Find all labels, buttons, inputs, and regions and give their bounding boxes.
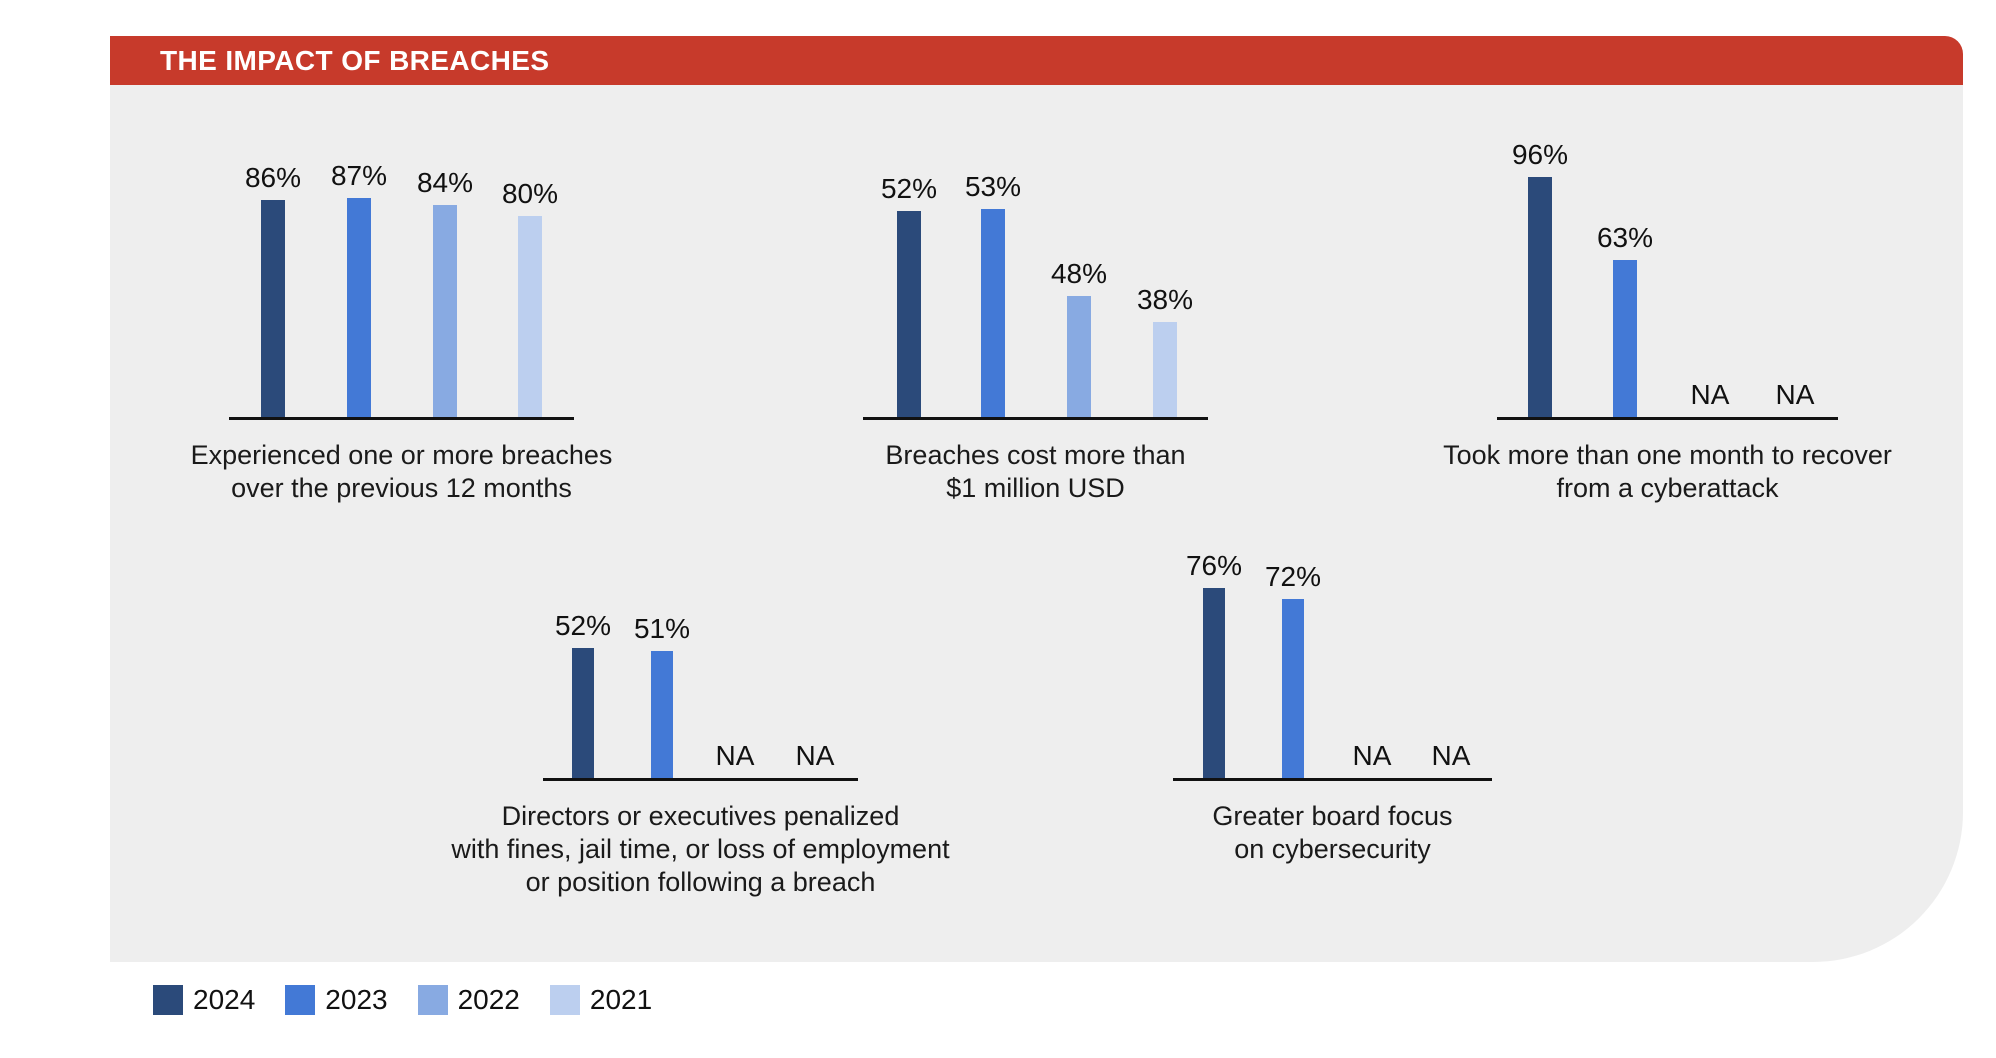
- x-axis-line: [543, 778, 858, 781]
- na-value-label: NA: [1775, 379, 1815, 410]
- section-title: THE IMPACT OF BREACHES: [160, 44, 550, 76]
- chart-caption: Experienced one or more breaches over the…: [52, 439, 752, 505]
- bar-value-label: 72%: [1264, 561, 1322, 592]
- chart-caption-line: $1 million USD: [946, 473, 1125, 503]
- legend-label-2023: 2023: [325, 984, 388, 1015]
- na-value-label: NA: [1690, 379, 1730, 410]
- bar-2023: [1613, 260, 1637, 417]
- legend-item-2021: 2021: [549, 984, 653, 1016]
- na-value-label: NA: [1352, 740, 1392, 771]
- chart-caption-line: with fines, jail time, or loss of employ…: [451, 834, 950, 864]
- chart-caption-line: from a cyberattack: [1556, 473, 1779, 503]
- bar-value-label: 53%: [964, 171, 1022, 202]
- chart-caption: Breaches cost more than $1 million USD: [686, 439, 1386, 505]
- chart-caption-line: on cybersecurity: [1234, 834, 1431, 864]
- na-value-label: NA: [1431, 740, 1471, 771]
- bar-2021: [1153, 322, 1177, 417]
- bar-2023: [1282, 599, 1304, 778]
- legend-swatch-2024: [153, 985, 183, 1015]
- legend-swatch-2022: [417, 985, 448, 1015]
- legend-item-2022: 2022: [417, 984, 520, 1016]
- chart-caption-line: Greater board focus: [1212, 801, 1453, 831]
- x-axis-line: [863, 417, 1208, 420]
- bar-value-label: 84%: [416, 167, 474, 198]
- bar-2024: [572, 648, 594, 778]
- chart-caption: Directors or executives penalized with fi…: [351, 800, 1051, 899]
- bar-value-label: 96%: [1511, 139, 1569, 170]
- legend-swatch-2023: [285, 985, 316, 1015]
- bar-value-label: 87%: [330, 160, 388, 191]
- chart-caption-line: over the previous 12 months: [231, 473, 572, 503]
- bar-2021: [518, 216, 542, 417]
- x-axis-line: [229, 417, 574, 420]
- bar-value-label: 48%: [1050, 258, 1108, 289]
- bar-2022: [433, 205, 457, 417]
- legend-label-2024: 2024: [193, 984, 256, 1015]
- bar-2022: [1067, 296, 1091, 417]
- legend-item-2023: 2023: [285, 984, 388, 1016]
- content-panel: [110, 85, 1963, 962]
- legend-label-2021: 2021: [589, 984, 653, 1015]
- bar-2024: [1528, 177, 1552, 417]
- na-value-label: NA: [715, 740, 755, 771]
- bar-value-label: 86%: [244, 162, 302, 193]
- bar-2023: [981, 209, 1005, 417]
- bar-value-label: 76%: [1185, 550, 1243, 581]
- legend-label-2022: 2022: [457, 984, 520, 1015]
- chart-caption-line: Took more than one month to recover: [1443, 440, 1892, 470]
- chart-caption: Took more than one month to recover from …: [1318, 439, 1996, 505]
- bar-value-label: 80%: [501, 178, 559, 209]
- x-axis-line: [1173, 778, 1492, 781]
- bar-2024: [261, 200, 285, 417]
- bar-2024: [1203, 588, 1225, 778]
- bar-value-label: 52%: [880, 173, 938, 204]
- bar-value-label: 52%: [554, 610, 612, 641]
- bar-value-label: 51%: [633, 613, 691, 644]
- section-header-bar: THE IMPACT OF BREACHES: [110, 36, 1963, 85]
- bar-2023: [651, 651, 673, 778]
- chart-caption-line: Experienced one or more breaches: [190, 440, 613, 470]
- chart-caption-line: Directors or executives penalized: [501, 801, 900, 831]
- bar-value-label: 38%: [1136, 284, 1194, 315]
- chart-caption-line: or position following a breach: [525, 867, 876, 897]
- na-value-label: NA: [795, 740, 835, 771]
- legend-swatch-2021: [549, 985, 580, 1015]
- bar-value-label: 63%: [1596, 222, 1654, 253]
- chart-caption: Greater board focus on cybersecurity: [983, 800, 1683, 866]
- bar-2024: [897, 211, 921, 417]
- x-axis-line: [1497, 417, 1838, 420]
- bar-2023: [347, 198, 371, 417]
- legend: 2024 2023 2022 2021: [153, 984, 652, 1016]
- chart-caption-line: Breaches cost more than: [885, 440, 1186, 470]
- legend-item-2024: 2024: [153, 984, 255, 1016]
